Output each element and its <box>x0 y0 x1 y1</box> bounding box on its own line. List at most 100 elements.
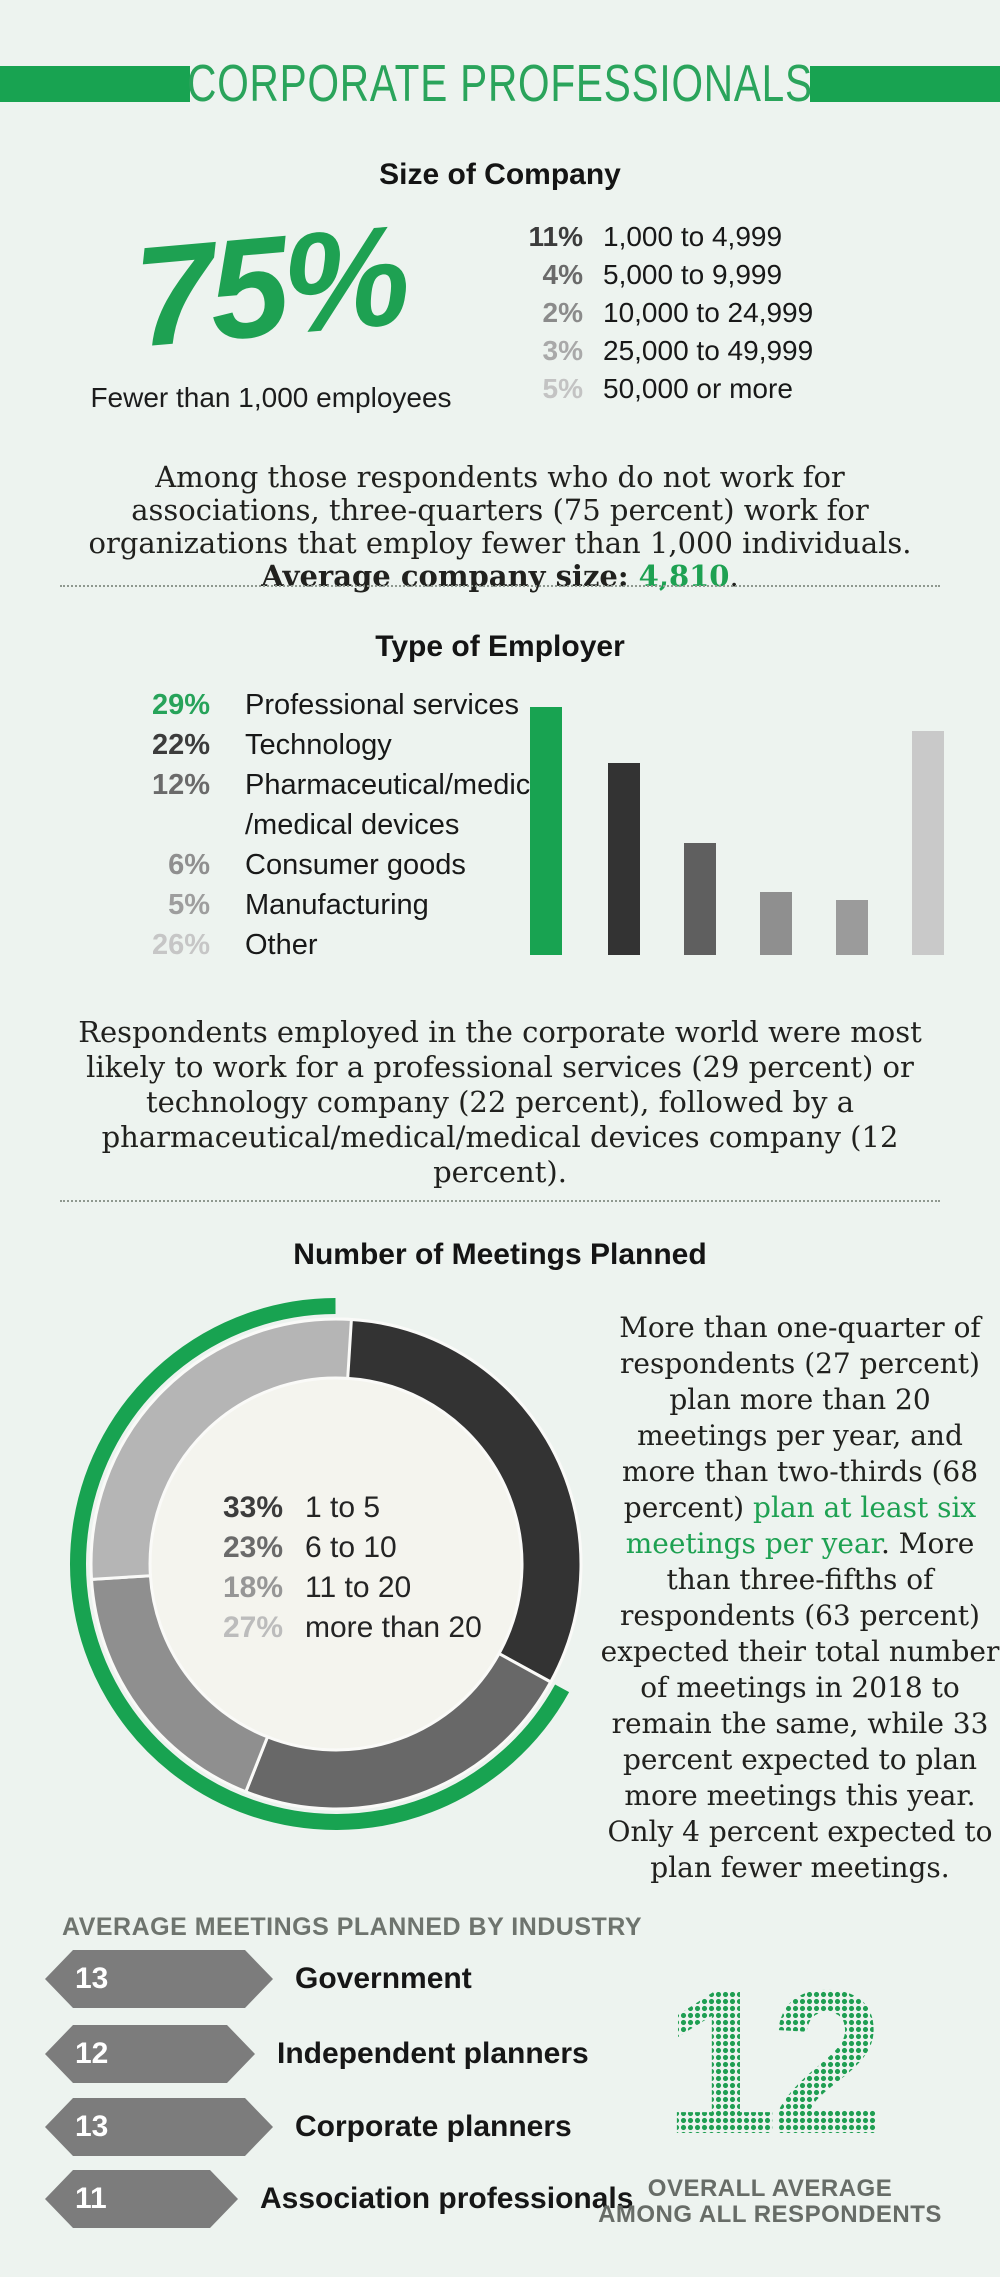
size-label: 1,000 to 4,999 <box>603 221 783 252</box>
legend-label: 6 to 10 <box>305 1531 397 1564</box>
list-item: 6% Consumer goods <box>60 845 553 885</box>
size-of-company-heading: Size of Company <box>379 158 621 191</box>
header-right-bar <box>810 66 1000 102</box>
size-of-company-note: Among those respondents who do not work … <box>60 461 940 593</box>
list-item: 29% Professional services <box>60 685 553 725</box>
legend-item: 33% 1 to 5 <box>205 1488 482 1528</box>
header-left-bar <box>0 66 190 102</box>
list-item: /medical devices <box>60 805 553 845</box>
legend-pct: 33% <box>222 1491 283 1524</box>
list-item: 26% Other <box>60 925 553 965</box>
legend-item: 18% 11 to 20 <box>205 1568 482 1608</box>
meetings-heading: Number of Meetings Planned <box>293 1238 707 1271</box>
arrow-value: 11 <box>75 2182 107 2215</box>
list-item: 3% 25,000 to 49,999 <box>463 332 814 370</box>
list-item: 12% Pharmaceutical/medical <box>60 765 553 805</box>
note-text: Among those respondents who do not work … <box>88 460 912 560</box>
bar-other <box>912 731 944 955</box>
note-text: . <box>729 559 739 593</box>
industry-row-corporate-planners: 13 Corporate planners <box>45 2098 572 2156</box>
employer-label: Consumer goods <box>245 849 466 881</box>
legend-item: 23% 6 to 10 <box>205 1528 482 1568</box>
list-item: 2% 10,000 to 24,999 <box>463 294 814 332</box>
arrow-bar: 11 <box>45 2170 238 2228</box>
employer-pct: 12% <box>151 769 210 801</box>
bar-pharmaceutical <box>684 843 716 955</box>
industry-row-government: 13 Government <box>45 1950 472 2008</box>
bar-technology <box>608 763 640 955</box>
list-item: 5% Manufacturing <box>60 885 553 925</box>
industry-label: Government <box>295 1962 472 1995</box>
big-stat-label: Fewer than 1,000 employees <box>90 382 452 413</box>
employer-pct: 6% <box>168 849 210 881</box>
size-label: 10,000 to 24,999 <box>603 297 814 328</box>
overall-average-caption: OVERALL AVERAGE AMONG ALL RESPONDENTS <box>590 2176 950 2228</box>
company-size-list: 11% 1,000 to 4,999 4% 5,000 to 9,999 2% … <box>463 218 814 408</box>
industry-label: Independent planners <box>277 2037 589 2070</box>
bar-professional-services <box>530 707 562 955</box>
arrow-value: 12 <box>75 2037 109 2070</box>
big-75-percent-stat: 75% <box>128 195 411 378</box>
note-text: More than one-quarter of respondents (27… <box>619 1311 981 1524</box>
arrow-bar: 13 <box>45 1950 273 2008</box>
industry-label: Association professionals <box>260 2182 634 2215</box>
size-pct: 11% <box>528 221 584 252</box>
employer-label: Technology <box>245 729 392 761</box>
list-item: 4% 5,000 to 9,999 <box>463 256 813 294</box>
overall-average-stat: 12 <box>652 1960 888 2165</box>
bar-manufacturing <box>836 900 868 955</box>
size-label: 25,000 to 49,999 <box>603 335 814 366</box>
size-pct: 3% <box>542 335 583 366</box>
size-pct: 4% <box>542 259 583 290</box>
legend-item: 27% more than 20 <box>205 1608 482 1648</box>
type-of-employer-heading: Type of Employer <box>375 630 625 663</box>
meetings-note: More than one-quarter of respondents (27… <box>600 1310 1000 1886</box>
employer-label: Pharmaceutical/medical <box>245 769 553 801</box>
arrow-bar: 13 <box>45 2098 273 2156</box>
list-item: 5% 50,000 or more <box>463 370 813 408</box>
legend-label: 1 to 5 <box>305 1491 381 1524</box>
arrow-value: 13 <box>75 1962 109 1995</box>
page-title: CORPORATE PROFESSIONALS <box>187 55 813 113</box>
note-highlight-value: 4,810 <box>638 559 730 593</box>
legend-pct: 18% <box>222 1571 283 1604</box>
note-green-text: plan at least six meetings per year <box>625 1491 977 1560</box>
employer-label: /medical devices <box>245 809 460 841</box>
size-label: 5,000 to 9,999 <box>603 259 783 290</box>
list-item: 11% 1,000 to 4,999 <box>463 218 813 256</box>
donut-svg <box>70 1298 583 1830</box>
arrow-value: 13 <box>75 2110 109 2143</box>
employer-bar-chart <box>530 700 950 955</box>
bar-consumer-goods <box>760 892 792 955</box>
legend-label: more than 20 <box>305 1611 482 1644</box>
donut-legend: 33% 1 to 5 23% 6 to 10 18% 11 to 20 27% … <box>205 1488 482 1648</box>
note-bold-text: Average company size: <box>261 559 639 593</box>
legend-label: 11 to 20 <box>305 1571 412 1604</box>
size-label: 50,000 or more <box>603 373 793 404</box>
divider <box>60 1200 940 1202</box>
caption-line: AMONG ALL RESPONDENTS <box>598 2201 942 2228</box>
employer-pct <box>60 805 210 845</box>
employer-pct: 29% <box>151 689 210 721</box>
industry-row-association-professionals: 11 Association professionals <box>45 2170 633 2228</box>
arrow-bar: 12 <box>45 2025 255 2083</box>
employer-label: Professional services <box>245 689 519 721</box>
industry-row-independent-planners: 12 Independent planners <box>45 2025 589 2083</box>
employer-label: Manufacturing <box>245 889 429 921</box>
employer-pct: 5% <box>168 889 210 921</box>
size-pct: 2% <box>542 297 583 328</box>
employer-label: Other <box>245 929 318 961</box>
meetings-donut-chart <box>56 1284 616 1844</box>
note-text: . More than three-fifths of respondents … <box>600 1527 1000 1884</box>
divider <box>60 585 940 587</box>
industry-label: Corporate planners <box>295 2110 572 2143</box>
legend-pct: 27% <box>222 1611 283 1644</box>
employer-pct: 26% <box>151 929 210 961</box>
industry-heading: AVERAGE MEETINGS PLANNED BY INDUSTRY <box>62 1913 643 1941</box>
employer-pct: 22% <box>151 729 210 761</box>
employer-list: 29% Professional services 22% Technology… <box>60 685 553 965</box>
caption-line: OVERALL AVERAGE <box>647 2175 893 2202</box>
type-of-employer-note: Respondents employed in the corporate wo… <box>78 1015 922 1189</box>
size-pct: 5% <box>542 373 583 404</box>
